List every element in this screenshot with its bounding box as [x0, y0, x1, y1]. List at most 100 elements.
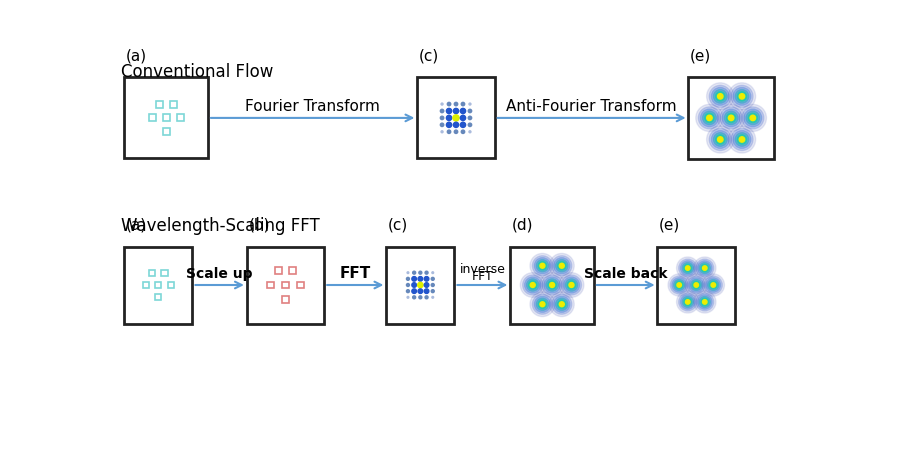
Circle shape — [710, 283, 715, 287]
Bar — [163, 114, 169, 122]
Circle shape — [418, 296, 422, 299]
Circle shape — [406, 272, 408, 274]
Text: (c): (c) — [388, 218, 408, 233]
Bar — [155, 294, 162, 301]
Circle shape — [675, 257, 698, 279]
Circle shape — [557, 261, 565, 270]
Text: Scale back: Scale back — [584, 267, 667, 281]
Circle shape — [561, 275, 581, 295]
Circle shape — [678, 293, 696, 311]
Circle shape — [738, 104, 766, 131]
Circle shape — [440, 103, 443, 105]
Circle shape — [681, 297, 693, 307]
Circle shape — [726, 113, 735, 122]
Circle shape — [695, 259, 713, 277]
Circle shape — [736, 92, 746, 101]
Bar — [124, 247, 192, 324]
Bar — [246, 247, 323, 324]
Circle shape — [549, 292, 573, 316]
Circle shape — [728, 83, 754, 110]
Circle shape — [688, 278, 703, 292]
Circle shape — [730, 128, 753, 150]
Circle shape — [447, 102, 450, 106]
Circle shape — [529, 283, 535, 288]
Bar — [155, 101, 163, 108]
Circle shape — [555, 260, 567, 272]
Circle shape — [562, 277, 579, 293]
Circle shape — [553, 296, 569, 312]
Circle shape — [425, 296, 427, 299]
Circle shape — [440, 123, 443, 126]
Circle shape — [680, 295, 694, 309]
Circle shape — [522, 275, 542, 295]
Circle shape — [412, 283, 416, 287]
Text: (c): (c) — [418, 48, 438, 63]
Circle shape — [452, 115, 459, 121]
Text: Scale up: Scale up — [187, 267, 253, 281]
Circle shape — [685, 300, 689, 304]
Text: (a): (a) — [126, 48, 147, 63]
Circle shape — [559, 263, 563, 268]
Circle shape — [538, 300, 546, 309]
Bar — [142, 282, 149, 288]
Circle shape — [705, 278, 720, 292]
Circle shape — [454, 130, 458, 134]
Circle shape — [555, 298, 567, 310]
Circle shape — [699, 109, 718, 127]
Circle shape — [712, 133, 726, 146]
Circle shape — [559, 302, 563, 307]
Circle shape — [698, 297, 709, 307]
Circle shape — [734, 90, 748, 103]
Circle shape — [406, 290, 409, 292]
Circle shape — [683, 264, 691, 272]
Circle shape — [732, 130, 750, 148]
Circle shape — [543, 277, 560, 293]
Circle shape — [539, 302, 544, 307]
Text: Conventional Flow: Conventional Flow — [121, 63, 273, 81]
Circle shape — [703, 276, 721, 294]
Bar — [282, 282, 289, 288]
Circle shape — [549, 253, 573, 278]
Circle shape — [702, 266, 706, 270]
Circle shape — [693, 283, 698, 287]
Circle shape — [739, 137, 743, 142]
Circle shape — [417, 282, 423, 288]
Circle shape — [685, 266, 689, 270]
Text: (e): (e) — [658, 218, 679, 233]
Circle shape — [683, 298, 691, 306]
Circle shape — [534, 296, 550, 312]
Circle shape — [547, 281, 556, 289]
Text: Wavelength-Scaling FFT: Wavelength-Scaling FFT — [121, 217, 320, 235]
Circle shape — [460, 102, 464, 106]
Circle shape — [564, 279, 577, 291]
Circle shape — [710, 87, 729, 105]
Circle shape — [730, 86, 753, 108]
Circle shape — [692, 281, 699, 289]
Circle shape — [709, 128, 731, 150]
Circle shape — [709, 281, 716, 289]
Circle shape — [701, 274, 723, 296]
Circle shape — [695, 293, 713, 311]
Circle shape — [532, 256, 552, 276]
Circle shape — [706, 126, 733, 153]
Circle shape — [743, 109, 761, 127]
Circle shape — [732, 87, 750, 105]
Circle shape — [417, 277, 422, 281]
Circle shape — [557, 300, 565, 309]
Circle shape — [431, 277, 434, 280]
Circle shape — [468, 109, 471, 112]
Circle shape — [424, 277, 428, 281]
Circle shape — [417, 289, 422, 293]
Bar — [267, 282, 274, 288]
Circle shape — [446, 122, 451, 127]
Circle shape — [671, 278, 686, 292]
Bar — [124, 77, 208, 158]
Circle shape — [721, 109, 739, 127]
Circle shape — [431, 290, 434, 292]
Circle shape — [712, 90, 726, 103]
Circle shape — [715, 135, 724, 144]
Bar — [657, 247, 734, 324]
Circle shape — [681, 262, 693, 274]
Bar — [297, 282, 303, 288]
Circle shape — [541, 275, 562, 295]
